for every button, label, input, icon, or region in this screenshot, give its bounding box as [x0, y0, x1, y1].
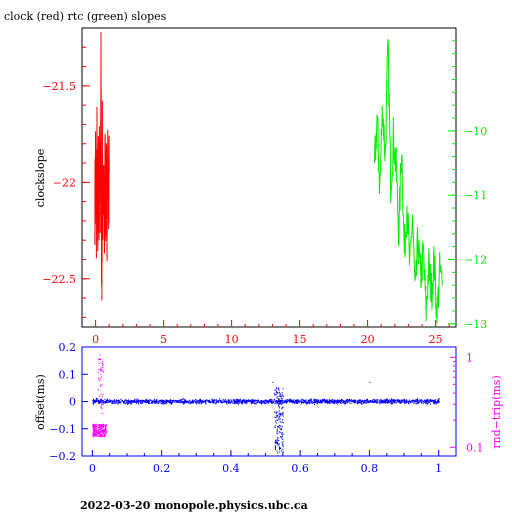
offset-y-tick-label: 0.2: [59, 341, 77, 354]
offset-x-tick-label: 0.2: [153, 462, 171, 475]
slope-axes-ticks: 0 5 10 15 20 25 −21.5 −22 −22.5 −10 −11 −12 −13: [42, 40, 487, 346]
slope-x-tick-label: 0: [92, 333, 99, 346]
slope-y-tick-label: −21.5: [42, 80, 76, 93]
figure-title: clock (red) rtc (green) slopes: [4, 10, 167, 23]
rndtrip-y2-tick-label: 1: [466, 351, 473, 364]
slope-y2-tick-label: −11: [464, 189, 487, 202]
offset-y-tick-label: 0: [69, 396, 76, 409]
rndtrip-scatter: [92, 354, 108, 438]
slope-plot-frame: [81, 27, 457, 328]
rndtrip-y2-tick-label: 0.1: [466, 441, 484, 454]
offset-plot: 0 0.2 0.4 0.6 0.8 1 0.2 0.1 0 −0.1 −0.2 1 0.1 offset…: [34, 341, 503, 475]
offset-x-tick-label: 0.8: [361, 462, 379, 475]
slope-y-axis-label: clockslope: [34, 149, 47, 207]
slope-y2-tick-label: −10: [464, 125, 487, 138]
clock-slope-line: [94, 31, 110, 301]
slope-y2-tick-label: −12: [464, 253, 487, 266]
offset-x-tick-label: 1: [435, 462, 442, 475]
slope-x-tick-label: 10: [225, 333, 239, 346]
slope-series-group: [94, 31, 443, 324]
rndtrip-y-axis-label: rnd−trip(ms): [490, 375, 503, 449]
slope-x-tick-label: 25: [429, 333, 443, 346]
offset-x-tick-label: 0.6: [291, 462, 309, 475]
offset-x-tick-label: 0.4: [222, 462, 240, 475]
footer-caption: 2022-03-20 monopole.physics.ubc.ca: [80, 499, 308, 512]
slope-x-tick-label: 15: [293, 333, 307, 346]
slope-x-tick-label: 20: [361, 333, 375, 346]
offset-y-tick-label: 0.1: [59, 368, 77, 381]
offset-y-axis-label: offset(ms): [34, 374, 47, 430]
offset-axes-ticks: 0 0.2 0.4 0.6 0.8 1 0.2 0.1 0 −0.1 −0.2 1 0.1: [49, 341, 483, 475]
offset-series-group: [92, 354, 440, 454]
offset-scatter: [92, 381, 440, 454]
slope-y-tick-label: −22.5: [42, 273, 76, 286]
slope-x-tick-label: 5: [160, 333, 167, 346]
slope-y2-tick-label: −13: [464, 318, 487, 331]
slope-y-tick-label: −22: [53, 176, 76, 189]
rtc-slope-line: [373, 39, 443, 324]
offset-x-tick-label: 0: [89, 462, 96, 475]
offset-y-tick-label: −0.1: [49, 423, 76, 436]
slope-plot: 0 5 10 15 20 25 −21.5 −22 −22.5 −10 −11 −12 −13 cloc…: [34, 27, 487, 346]
offset-y-tick-label: −0.2: [49, 450, 76, 463]
